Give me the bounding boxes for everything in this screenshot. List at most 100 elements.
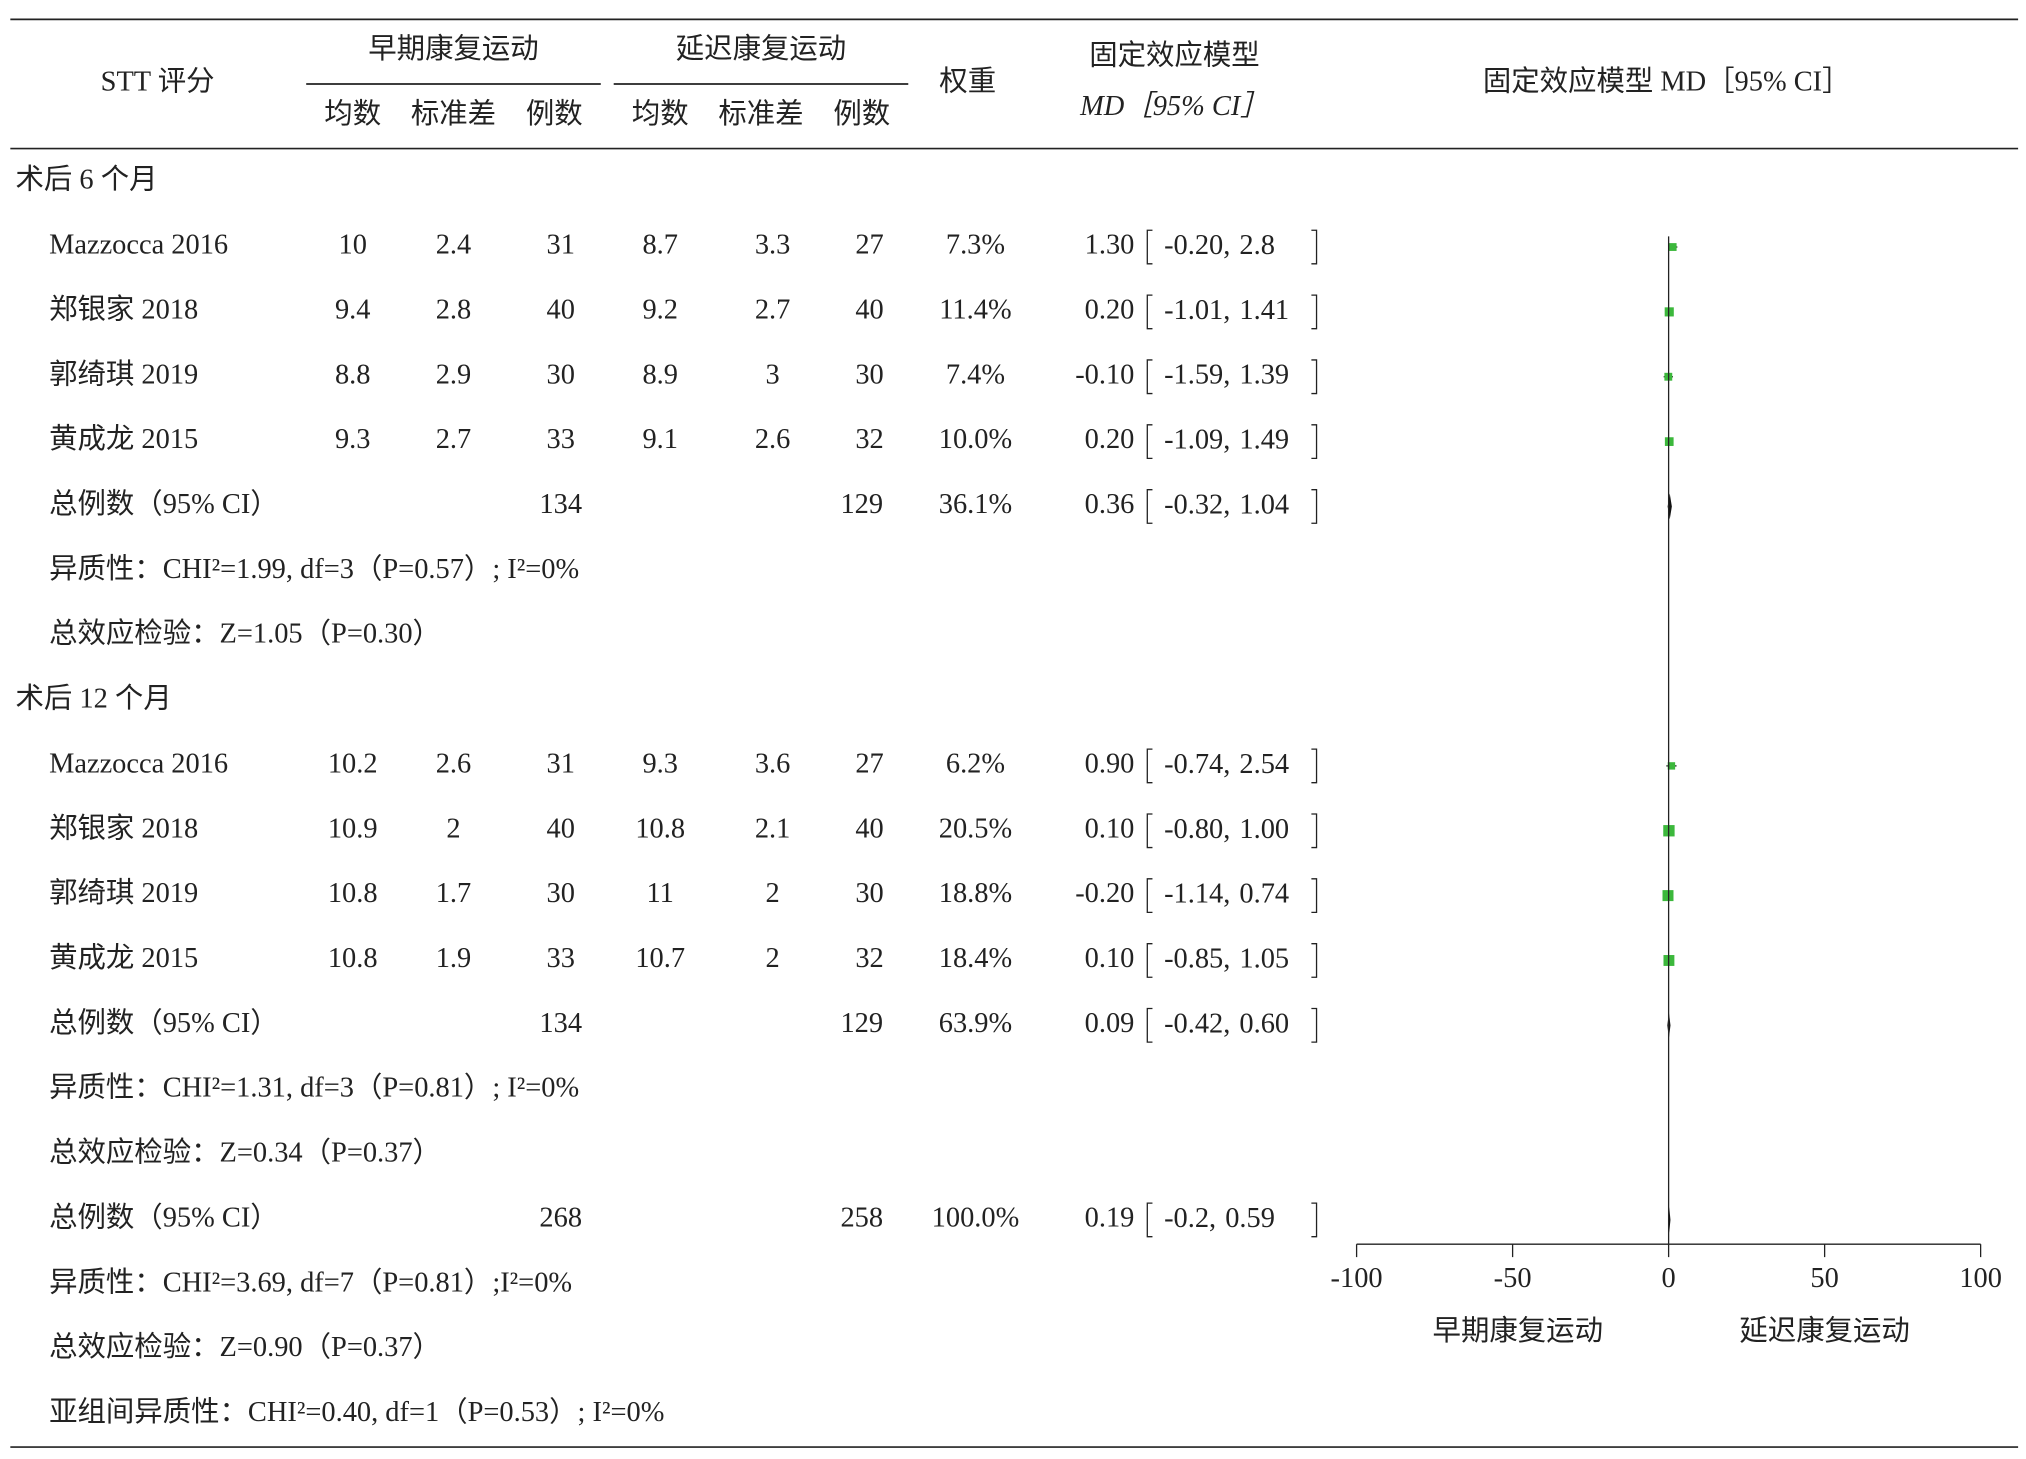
weight: 11.4% — [939, 294, 1011, 325]
x-tick-label: -100 — [1331, 1263, 1383, 1294]
bracket — [1311, 813, 1318, 849]
weight: 36.1% — [939, 489, 1012, 520]
forest-table: STT 评分 早期康复运动 延迟康复运动 均数 标准差 例数 均数 标准差 例数… — [10, 18, 2019, 1448]
ci-high: 1.05 — [1239, 943, 1289, 974]
late-cell: 9.3 — [642, 748, 678, 779]
late-cell: 10.8 — [635, 813, 685, 844]
ci-high: 1.04 — [1239, 489, 1289, 520]
ci-high: 1.49 — [1239, 424, 1289, 455]
x-axis-label: 早期康复运动 — [1433, 1315, 1603, 1347]
bracket — [1311, 943, 1318, 978]
early-total: 134 — [539, 1008, 582, 1039]
ci-high: 0.60 — [1239, 1008, 1289, 1039]
late-total: 129 — [840, 489, 883, 520]
early-cell: 2.9 — [436, 359, 472, 390]
header-model-sub: MD［95% CI］ — [1079, 90, 1269, 122]
early-cell: 2.7 — [436, 424, 472, 455]
early-cell: 30 — [547, 878, 575, 909]
bracket — [1146, 424, 1153, 460]
early-total: 134 — [539, 489, 582, 520]
ci-low: -1.09, — [1164, 424, 1230, 455]
bracket — [1311, 489, 1318, 524]
late-cell: 27 — [855, 230, 883, 261]
ci-high: 2.8 — [1239, 230, 1275, 261]
late-cell: 9.1 — [642, 424, 678, 455]
early-cell: 33 — [547, 424, 575, 455]
late-cell: 30 — [855, 359, 883, 390]
effect-test: 总效应检验：Z=1.05（P=0.30） — [49, 618, 441, 650]
early-cell: 40 — [547, 813, 575, 844]
x-axis-label: 延迟康复运动 — [1739, 1315, 1909, 1347]
weight: 20.5% — [939, 813, 1012, 844]
ci-low: -0.20, — [1164, 230, 1230, 261]
ci: -1.01, 1.41 — [1164, 294, 1289, 325]
total-name: 总例数（95% CI） — [49, 1007, 279, 1039]
bracket — [1146, 748, 1153, 784]
weight: 100.0% — [932, 1202, 1020, 1233]
bracket — [1146, 489, 1153, 524]
md: -0.20 — [1075, 878, 1134, 909]
late-cell: 2 — [766, 943, 780, 974]
late-total: 258 — [840, 1202, 883, 1233]
header-model: 固定效应模型 — [1089, 40, 1259, 72]
header-col: 均数 — [632, 98, 689, 130]
ci-low: -0.80, — [1164, 813, 1230, 844]
late-cell: 30 — [855, 878, 883, 909]
subgroup-test: 亚组间异质性：CHI²=0.40, df=1（P=0.53）; I²=0% — [49, 1396, 664, 1428]
late-total: 129 — [840, 1008, 883, 1039]
late-cell: 3 — [766, 359, 780, 390]
late-cell: 32 — [855, 424, 883, 455]
header-col: 标准差 — [411, 98, 496, 130]
early-cell: 30 — [547, 359, 575, 390]
study-name: 郑银家 2018 — [49, 293, 198, 325]
weight: 18.4% — [939, 943, 1012, 974]
bracket — [1311, 424, 1318, 460]
weight: 7.4% — [946, 359, 1005, 390]
study-name: 郑银家 2018 — [49, 812, 198, 844]
early-cell: 31 — [547, 748, 575, 779]
header-weight: 权重 — [939, 65, 996, 97]
ci: -1.09, 1.49 — [1164, 424, 1289, 455]
late-cell: 32 — [855, 943, 883, 974]
early-cell: 33 — [547, 943, 575, 974]
ci-low: -0.85, — [1164, 943, 1230, 974]
ci-low: -1.59, — [1164, 359, 1230, 390]
late-cell: 8.9 — [642, 359, 678, 390]
early-cell: 2 — [446, 813, 460, 844]
effect-test: 总效应检验：Z=0.34（P=0.37） — [49, 1137, 441, 1169]
x-tick-label: 50 — [1810, 1263, 1838, 1294]
late-cell: 8.7 — [642, 230, 678, 261]
x-tick-label: 0 — [1662, 1263, 1676, 1294]
header-col: 例数 — [833, 98, 890, 130]
early-cell: 10.8 — [328, 878, 378, 909]
bracket — [1311, 1202, 1318, 1238]
bracket — [1311, 229, 1318, 265]
bracket — [1311, 359, 1318, 395]
study-name: 郭绮琪 2019 — [49, 358, 198, 390]
ci-high: 1.39 — [1239, 359, 1289, 390]
early-cell: 1.7 — [436, 878, 472, 909]
plot-title: 固定效应模型 MD［95% CI］ — [1483, 65, 1851, 97]
late-cell: 2.6 — [755, 424, 791, 455]
bracket — [1146, 229, 1153, 265]
study-name: Mazzocca 2016 — [49, 748, 228, 779]
late-cell: 40 — [855, 294, 883, 325]
header-col: 均数 — [324, 98, 381, 130]
late-cell: 2.7 — [755, 294, 791, 325]
md: 0.90 — [1085, 748, 1135, 779]
heterogeneity: 异质性：CHI²=1.99, df=3（P=0.57）; I²=0% — [49, 553, 579, 585]
early-cell: 2.8 — [436, 294, 472, 325]
bracket — [1311, 1007, 1318, 1043]
md: 0.20 — [1085, 294, 1135, 325]
md: 0.09 — [1085, 1008, 1135, 1039]
bracket — [1146, 943, 1153, 978]
early-cell: 31 — [547, 230, 575, 261]
ci: -0.85, 1.05 — [1164, 943, 1289, 974]
ci-low: -0.42, — [1164, 1008, 1230, 1039]
ci: -0.20, 2.8 — [1164, 230, 1275, 261]
ci-high: 1.41 — [1239, 294, 1289, 325]
late-cell: 40 — [855, 813, 883, 844]
early-cell: 2.6 — [436, 748, 472, 779]
md: 0.20 — [1085, 424, 1135, 455]
ci-high: 0.74 — [1239, 878, 1289, 909]
